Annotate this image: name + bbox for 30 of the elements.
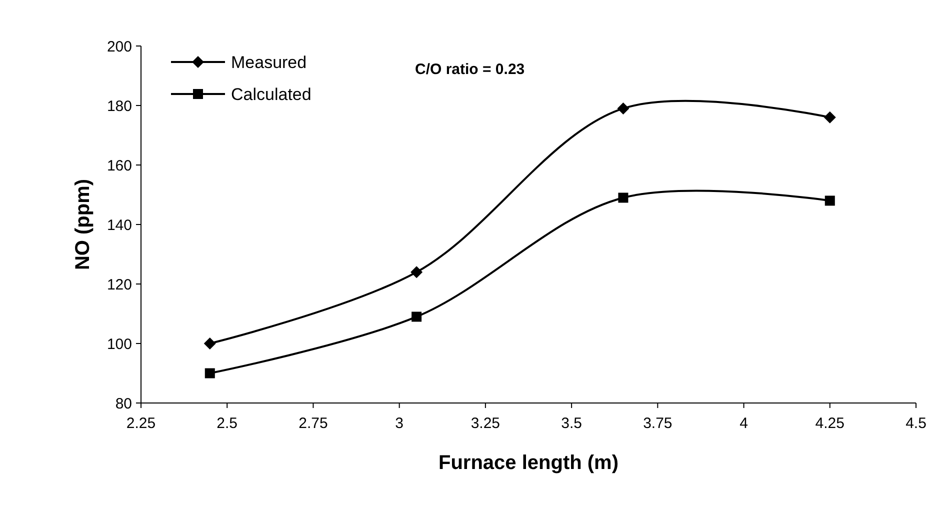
- point: [412, 312, 422, 322]
- y-tick-label: 180: [106, 98, 132, 115]
- x-tick-label: 2.5: [216, 415, 238, 432]
- point: [204, 338, 216, 350]
- x-tick-label: 3.5: [561, 415, 582, 432]
- y-tick-label: 120: [106, 276, 132, 294]
- x-axis-title: Furnace length (m): [438, 452, 619, 474]
- y-tick-label: 160: [106, 157, 132, 174]
- y-tick-label: 100: [106, 336, 132, 353]
- x-tick-label: 3.25: [470, 415, 500, 432]
- x-tick-label: 2.25: [126, 415, 156, 432]
- point: [204, 368, 215, 378]
- y-tick-label: 200: [106, 38, 132, 56]
- y-axis-title: NO (ppm): [72, 178, 94, 270]
- legend-label: Calculated: [231, 84, 312, 104]
- x-tick-label: 4.5: [906, 415, 926, 432]
- annotation: C/O ratio = 0.23: [415, 61, 525, 78]
- x-tick-label: 4.25: [815, 415, 844, 432]
- point: [410, 266, 423, 278]
- y-tick-label: 80: [115, 395, 132, 412]
- legend-label: Measured: [231, 52, 307, 72]
- point: [824, 111, 836, 124]
- point: [824, 196, 835, 206]
- point: [617, 102, 630, 114]
- x-tick-label: 3: [395, 415, 404, 432]
- y-tick-label: 140: [106, 216, 132, 234]
- x-tick-label: 4: [740, 415, 748, 432]
- x-tick-label: 2.75: [298, 415, 328, 432]
- x-tick-label: 3.75: [643, 415, 672, 432]
- point: [618, 192, 628, 203]
